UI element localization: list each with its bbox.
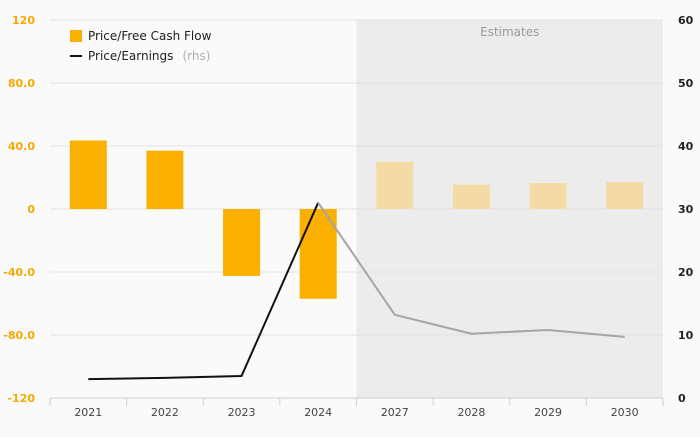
line-point <box>317 202 319 204</box>
left-axis-tick-label: 40.0 <box>8 140 35 153</box>
line-point <box>240 375 242 377</box>
x-axis-tick-label: 2030 <box>611 406 639 419</box>
bar <box>606 182 644 209</box>
left-axis-tick-label: -80.0 <box>3 329 35 342</box>
bar <box>452 184 490 209</box>
legend-swatch-price-fcf <box>70 30 82 42</box>
right-axis-tick-label: 40 <box>678 140 694 153</box>
left-axis-tick-label: 80.0 <box>8 77 35 90</box>
line-point <box>87 378 89 380</box>
x-axis-tick-label: 2027 <box>381 406 409 419</box>
left-axis-tick-label: -40.0 <box>3 266 35 279</box>
bar <box>69 140 107 209</box>
right-axis-tick-label: 20 <box>678 266 694 279</box>
x-axis-tick-label: 2021 <box>74 406 102 419</box>
line-point <box>623 336 625 338</box>
x-axis-tick-label: 2024 <box>304 406 332 419</box>
legend-label-price-fcf: Price/Free Cash Flow <box>88 29 212 43</box>
right-axis-tick-label: 50 <box>678 77 694 90</box>
line-point <box>470 333 472 335</box>
line-point <box>164 377 166 379</box>
bar <box>529 183 567 209</box>
line-price-earnings-actual <box>88 202 320 381</box>
legend-label-rhs-note: (rhs) <box>182 49 210 63</box>
bar <box>223 209 261 276</box>
bar <box>146 150 184 209</box>
x-axis-tick-label: 2023 <box>228 406 256 419</box>
bar <box>299 209 337 299</box>
right-axis-tick-label: 30 <box>678 203 694 216</box>
x-axis-tick-label: 2022 <box>151 406 179 419</box>
x-axis-tick-label: 2028 <box>457 406 485 419</box>
left-axis-tick-label: -120 <box>7 392 35 405</box>
legend-label-price-earnings-name: Price/Earnings <box>88 49 173 63</box>
left-axis-tick-label: 120 <box>12 14 35 27</box>
legend-label-price-earnings: Price/Earnings (rhs) <box>88 45 210 64</box>
line-price-earnings-estimate <box>317 202 625 338</box>
x-axis-tick-label: 2029 <box>534 406 562 419</box>
left-axis-tick-label: 0 <box>27 203 35 216</box>
line-point <box>547 329 549 331</box>
right-axis-tick-label: 60 <box>678 14 694 27</box>
estimates-label: Estimates <box>480 25 539 39</box>
bar <box>376 161 414 209</box>
line-point <box>394 314 396 316</box>
right-axis-tick-label: 10 <box>678 329 694 342</box>
right-axis-tick-label: 0 <box>678 392 686 405</box>
